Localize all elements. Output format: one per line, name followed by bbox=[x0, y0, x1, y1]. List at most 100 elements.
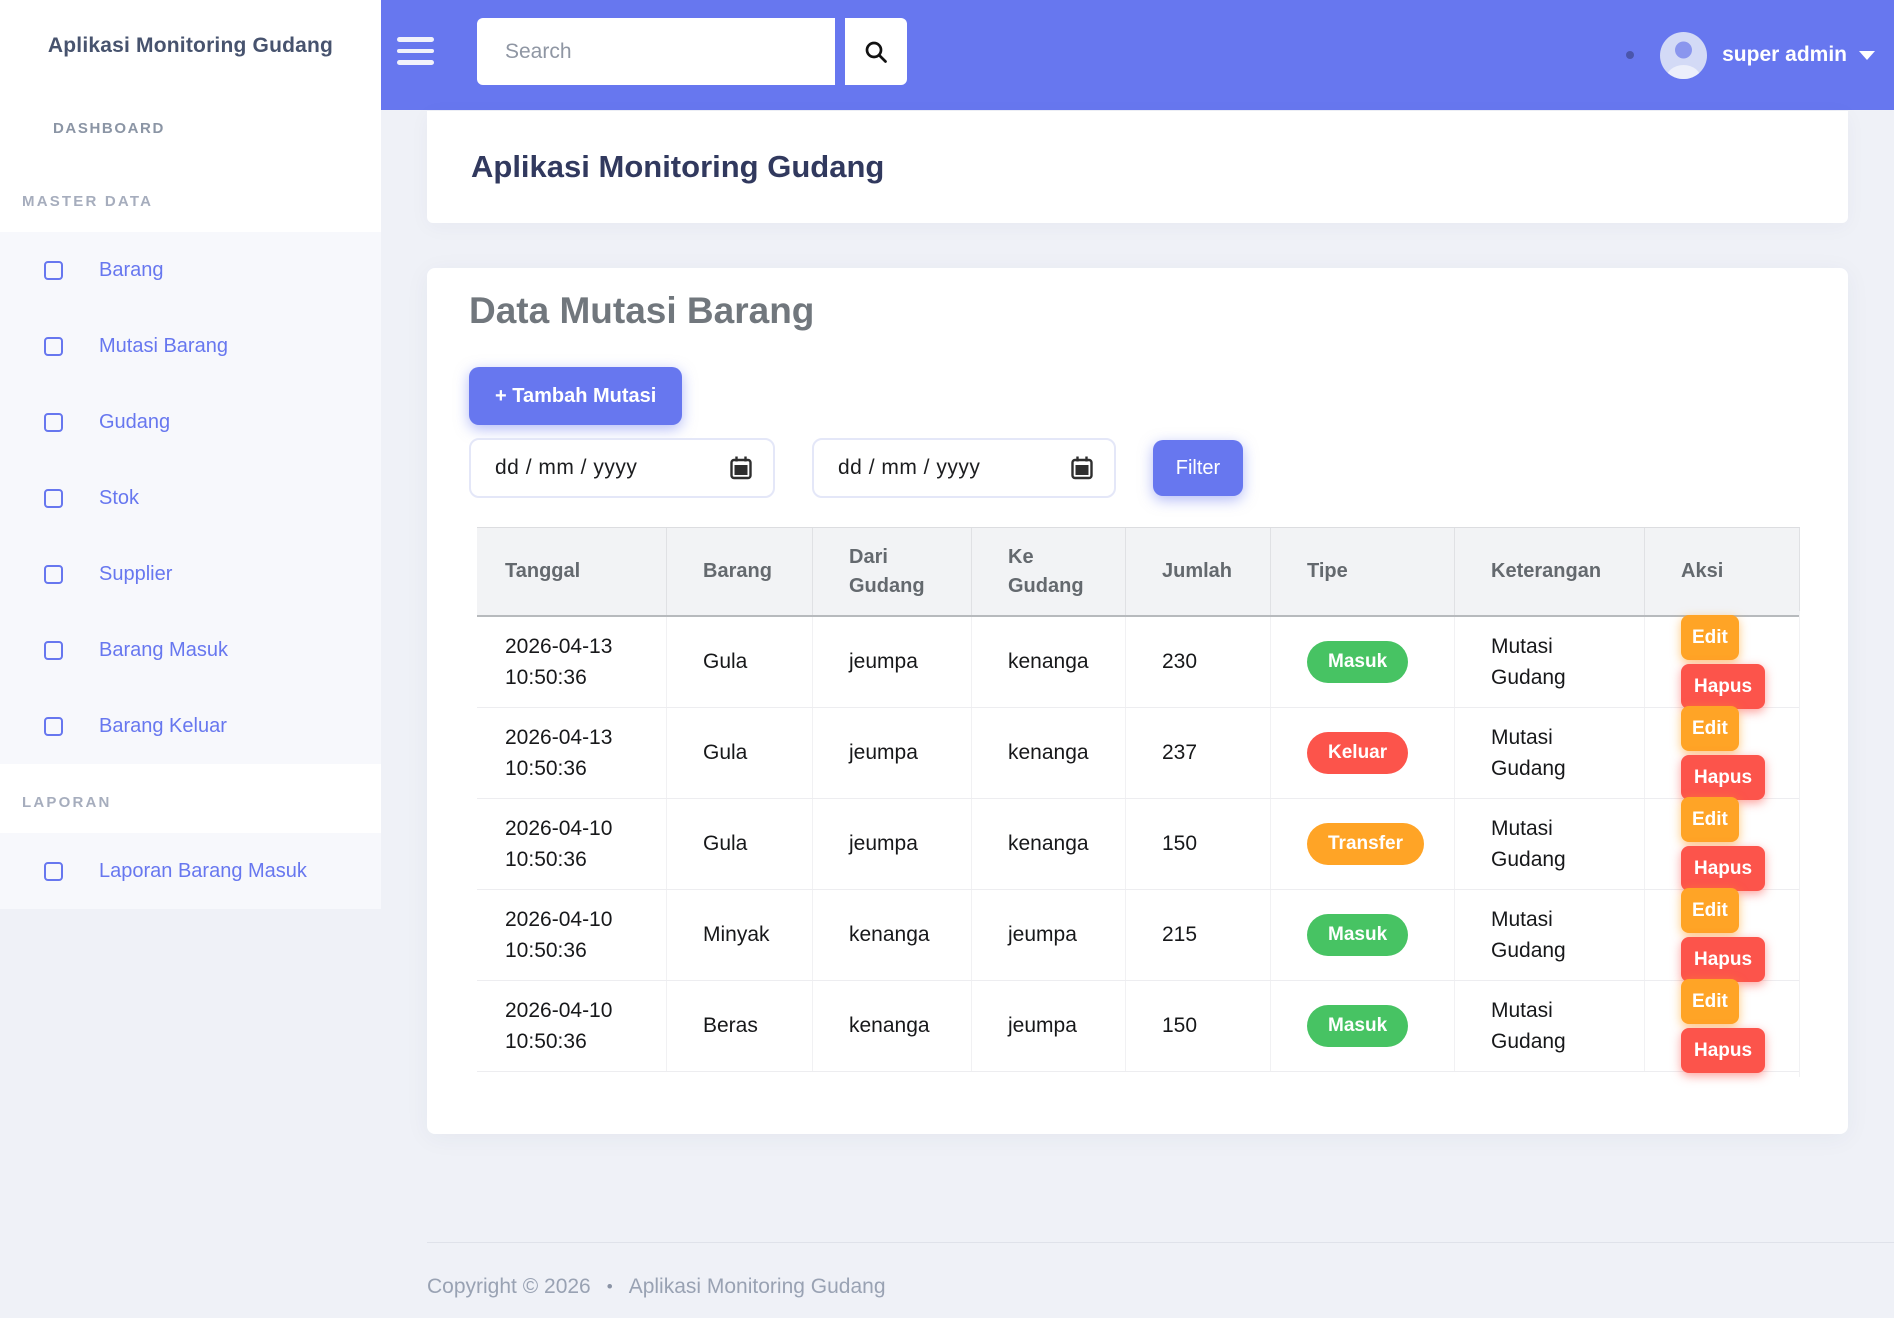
sidebar-item-dashboard[interactable]: DASHBOARD bbox=[53, 120, 165, 137]
column-header-tipe: Tipe bbox=[1271, 528, 1455, 615]
cell-dari-gudang: jeumpa bbox=[813, 617, 972, 707]
table-row: 2026-04-10 10:50:36 Minyak kenanga jeumpa 215… bbox=[477, 884, 1800, 986]
search-input[interactable] bbox=[477, 18, 835, 85]
edit-button[interactable]: Edit bbox=[1681, 615, 1739, 660]
hapus-button[interactable]: Hapus bbox=[1681, 846, 1766, 891]
sidebar-item-supplier[interactable]: Supplier bbox=[0, 536, 381, 612]
cell-keterangan: Mutasi Gudang bbox=[1455, 708, 1645, 798]
sidebar-item-gudang[interactable]: Gudang bbox=[0, 384, 381, 460]
tanggal-date: 2026-04-13 bbox=[505, 634, 613, 658]
sidebar-item-laporan-barang-masuk[interactable]: Laporan Barang Masuk bbox=[0, 833, 381, 909]
tipe-badge-masuk: Masuk bbox=[1307, 914, 1409, 956]
tipe-badge-masuk: Masuk bbox=[1307, 641, 1409, 683]
column-header-dari-gudang: Dari Gudang bbox=[813, 528, 972, 615]
cell-barang: Beras bbox=[667, 981, 813, 1071]
cell-keterangan: Mutasi Gudang bbox=[1455, 799, 1645, 889]
tanggal-time: 10:50:36 bbox=[505, 1030, 587, 1053]
cell-ke-gudang: jeumpa bbox=[972, 981, 1126, 1071]
cell-dari-gudang: jeumpa bbox=[813, 708, 972, 798]
cell-barang: Gula bbox=[667, 708, 813, 798]
search-icon bbox=[862, 38, 890, 66]
edit-button[interactable]: Edit bbox=[1681, 797, 1739, 842]
cell-tanggal: 2026-04-13 10:50:36 bbox=[477, 617, 667, 707]
cell-barang: Gula bbox=[667, 799, 813, 889]
cell-aksi: Edit Hapus bbox=[1645, 793, 1800, 895]
sidebar-item-barang-masuk[interactable]: Barang Masuk bbox=[0, 612, 381, 688]
cell-tipe: Keluar bbox=[1271, 708, 1455, 798]
footer: Copyright © 2026 • Aplikasi Monitoring G… bbox=[427, 1242, 1894, 1299]
cell-ke-gudang: jeumpa bbox=[972, 890, 1126, 980]
square-icon bbox=[44, 564, 63, 584]
cell-tanggal: 2026-04-13 10:50:36 bbox=[477, 708, 667, 798]
cell-jumlah: 237 bbox=[1126, 708, 1271, 798]
app-brand: Aplikasi Monitoring Gudang bbox=[47, 34, 334, 57]
hapus-button[interactable]: Hapus bbox=[1681, 755, 1766, 800]
edit-button[interactable]: Edit bbox=[1681, 706, 1739, 751]
tipe-badge-keluar: Keluar bbox=[1307, 732, 1409, 774]
user-icon bbox=[1660, 32, 1707, 79]
edit-button[interactable]: Edit bbox=[1681, 979, 1739, 1024]
date-to-input[interactable]: dd / mm / yyyy bbox=[812, 438, 1116, 498]
tipe-badge-masuk: Masuk bbox=[1307, 1005, 1409, 1047]
column-header-barang: Barang bbox=[667, 528, 813, 615]
sidebar: Aplikasi Monitoring Gudang DASHBOARD MAS… bbox=[0, 0, 381, 909]
cell-ke-gudang: kenanga bbox=[972, 708, 1126, 798]
data-mutasi-card: Data Mutasi Barang + Tambah Mutasi dd / … bbox=[427, 268, 1848, 1134]
tambah-mutasi-button[interactable]: + Tambah Mutasi bbox=[469, 367, 683, 425]
sidebar-section-master-data: MASTER DATA bbox=[22, 193, 154, 210]
cell-jumlah: 215 bbox=[1126, 890, 1271, 980]
cell-tanggal: 2026-04-10 10:50:36 bbox=[477, 799, 667, 889]
cell-tipe: Masuk bbox=[1271, 617, 1455, 707]
column-header-jumlah: Jumlah bbox=[1126, 528, 1271, 615]
cell-keterangan: Mutasi Gudang bbox=[1455, 981, 1645, 1071]
sidebar-item-barang-keluar[interactable]: Barang Keluar bbox=[0, 688, 381, 764]
table-header-row: Tanggal Barang Dari Gudang Ke Gudang Jumlah T… bbox=[477, 527, 1800, 617]
footer-bullet: • bbox=[606, 1277, 613, 1296]
user-menu[interactable]: super admin bbox=[1626, 0, 1875, 110]
hapus-button[interactable]: Hapus bbox=[1681, 937, 1766, 982]
sidebar-menu-laporan: Laporan Barang Masuk bbox=[0, 833, 381, 909]
cell-dari-gudang: kenanga bbox=[813, 890, 972, 980]
date-from-input[interactable]: dd / mm / yyyy bbox=[469, 438, 775, 498]
square-icon bbox=[44, 336, 63, 356]
tanggal-time: 10:50:36 bbox=[505, 666, 587, 689]
table-row: 2026-04-13 10:50:36 Gula jeumpa kenanga 237 Ke… bbox=[477, 702, 1800, 804]
cell-barang: Minyak bbox=[667, 890, 813, 980]
footer-app-name: Aplikasi Monitoring Gudang bbox=[628, 1275, 886, 1298]
filter-button[interactable]: Filter bbox=[1153, 440, 1243, 496]
sidebar-item-mutasi-barang[interactable]: Mutasi Barang bbox=[0, 308, 381, 384]
cell-jumlah: 230 bbox=[1126, 617, 1271, 707]
cell-jumlah: 150 bbox=[1126, 981, 1271, 1071]
sidebar-item-barang[interactable]: Barang bbox=[0, 232, 381, 308]
square-icon bbox=[44, 716, 63, 736]
edit-button[interactable]: Edit bbox=[1681, 888, 1739, 933]
hapus-button[interactable]: Hapus bbox=[1681, 1028, 1766, 1073]
tipe-badge-transfer: Transfer bbox=[1307, 823, 1424, 865]
avatar[interactable] bbox=[1660, 31, 1708, 79]
column-header-aksi: Aksi bbox=[1645, 528, 1800, 615]
calendar-icon[interactable] bbox=[1070, 455, 1094, 481]
user-name[interactable]: super admin bbox=[1722, 43, 1847, 66]
cell-keterangan: Mutasi Gudang bbox=[1455, 890, 1645, 980]
cell-dari-gudang: kenanga bbox=[813, 981, 972, 1071]
cell-tipe: Transfer bbox=[1271, 799, 1455, 889]
footer-copyright: Copyright © 2026 bbox=[427, 1275, 591, 1298]
sidebar-item-stok[interactable]: Stok bbox=[0, 460, 381, 536]
cell-ke-gudang: kenanga bbox=[972, 799, 1126, 889]
square-icon bbox=[44, 861, 63, 881]
cell-aksi: Edit Hapus bbox=[1645, 611, 1800, 713]
search-button[interactable] bbox=[845, 18, 907, 85]
hamburger-menu-icon[interactable] bbox=[397, 37, 434, 72]
tanggal-time: 10:50:36 bbox=[505, 848, 587, 871]
tanggal-date: 2026-04-13 bbox=[505, 725, 613, 749]
hapus-button[interactable]: Hapus bbox=[1681, 664, 1766, 709]
cell-tipe: Masuk bbox=[1271, 890, 1455, 980]
cell-barang: Gula bbox=[667, 617, 813, 707]
tanggal-date: 2026-04-10 bbox=[505, 907, 613, 931]
cell-dari-gudang: jeumpa bbox=[813, 799, 972, 889]
tanggal-date: 2026-04-10 bbox=[505, 998, 613, 1022]
calendar-icon[interactable] bbox=[729, 455, 753, 481]
square-icon bbox=[44, 640, 63, 660]
page-title: Data Mutasi Barang bbox=[469, 290, 815, 331]
topbar: super admin bbox=[381, 0, 1894, 110]
